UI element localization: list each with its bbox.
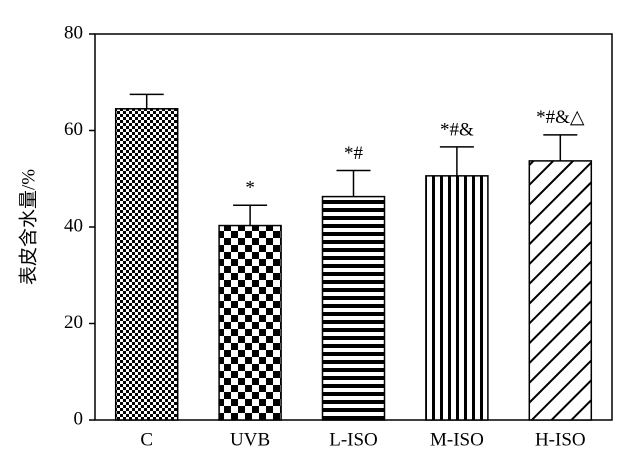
annotation: *#&: [440, 119, 474, 140]
bar: [114, 108, 179, 421]
y-tick-label: 80: [64, 22, 83, 43]
y-tick-label: 40: [64, 215, 83, 236]
x-tick-label: M-ISO: [430, 429, 484, 450]
y-tick-label: 60: [64, 119, 83, 140]
bar: [425, 175, 489, 421]
y-axis-label: 表皮含水量/%: [17, 169, 39, 285]
x-tick-label: L-ISO: [329, 429, 378, 450]
y-tick-label: 20: [64, 312, 83, 333]
annotation: *#: [344, 143, 364, 164]
bar: [218, 224, 282, 421]
annotation: *#&△: [536, 107, 585, 128]
y-tick-label: 0: [74, 408, 84, 429]
annotation: *: [245, 178, 255, 199]
bar: [321, 195, 386, 421]
x-tick-label: H-ISO: [535, 429, 586, 450]
x-tick-label: UVB: [230, 429, 270, 450]
x-tick-label: C: [140, 429, 153, 450]
bar: [528, 160, 593, 421]
